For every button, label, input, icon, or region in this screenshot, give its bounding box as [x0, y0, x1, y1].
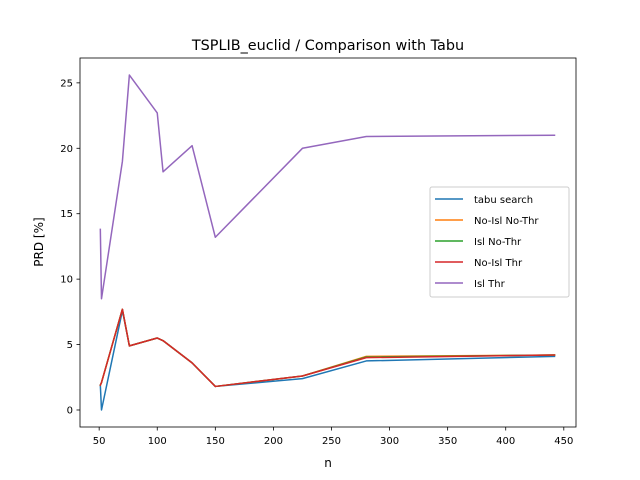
series-layer	[99, 74, 556, 411]
x-tick-label: 450	[554, 436, 573, 447]
legend: tabu search No-Isl No-Thr Isl No-Thr No-Isl…	[429, 186, 570, 298]
legend-box	[429, 186, 570, 298]
x-axis-label: n	[324, 456, 332, 470]
legend-label-5: Isl Thr	[474, 279, 506, 290]
y-tick-label: 20	[60, 144, 73, 155]
y-tick-label: 15	[60, 209, 73, 220]
axes-layer: 50 100 150 200 250 300 350 400 450 0 5 10 15 20 25	[60, 57, 577, 447]
legend-label-4: No-Isl Thr	[474, 258, 523, 269]
y-tick-label: 25	[60, 78, 73, 89]
x-tick-label: 50	[93, 436, 106, 447]
x-tick-label: 350	[438, 436, 457, 447]
plot-frame	[79, 57, 577, 428]
y-tick-label: 10	[60, 275, 73, 286]
y-tick-label: 0	[67, 405, 73, 416]
legend-label-3: Isl No-Thr	[474, 237, 522, 248]
x-tick-label: 100	[148, 436, 167, 447]
series-line-5	[99, 74, 556, 300]
x-tick-label: 150	[206, 436, 225, 447]
x-tick-label: 200	[264, 436, 283, 447]
x-tick-label: 300	[380, 436, 399, 447]
x-tick-label: 400	[496, 436, 515, 447]
y-axis-label: PRD [%]	[32, 217, 46, 266]
legend-label-1: tabu search	[474, 195, 533, 206]
chart-title: TSPLIB_euclid / Comparison with Tabu	[191, 38, 464, 54]
y-tick-label: 5	[67, 340, 73, 351]
series-line-4	[99, 308, 556, 388]
x-tick-label: 250	[322, 436, 341, 447]
legend-label-2: No-Isl No-Thr	[474, 216, 539, 227]
